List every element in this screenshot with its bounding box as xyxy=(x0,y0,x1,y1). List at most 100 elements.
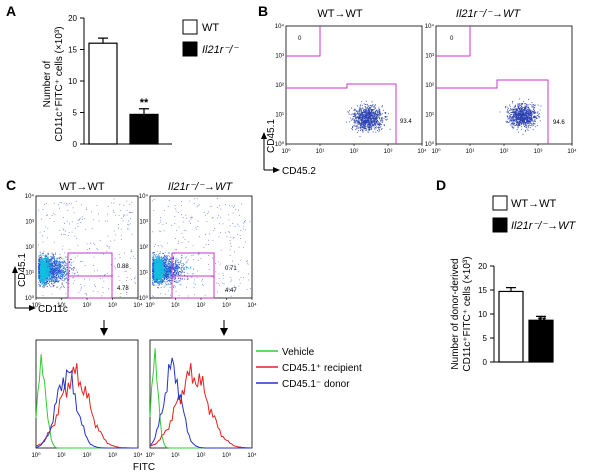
log-ytick: 10⁰ xyxy=(275,141,285,148)
log-xtick: 10⁰ xyxy=(145,302,155,309)
a-ytick-15: 15 xyxy=(68,46,77,55)
log-xtick: 10² xyxy=(83,303,92,309)
d-legend-ko: Il21r⁻/⁻→WT xyxy=(511,220,576,232)
a-ytick-0: 0 xyxy=(73,140,78,149)
log-xtick: 10³ xyxy=(384,149,393,155)
c-ylabel: CD45.1 xyxy=(17,253,28,287)
c-title-1: WT→WT xyxy=(59,181,104,193)
log-xtick: 10² xyxy=(500,149,509,155)
c-xlabel: CD11c xyxy=(38,304,68,315)
log-xtick: 10² xyxy=(197,303,206,309)
a-legend-ko-swatch xyxy=(182,41,198,57)
c-title-2: Il21r⁻/⁻→WT xyxy=(168,181,233,193)
d-errorbar-1 xyxy=(536,315,546,321)
log-ytick: 10³ xyxy=(425,54,434,60)
c-histogram-1: 10⁰ 10¹ 10² 10³ 10⁴ xyxy=(31,339,143,459)
log-xtick: 10⁴ xyxy=(247,302,257,309)
log-ytick: 10³ xyxy=(25,220,34,226)
legend-recipient: CD45.1⁺ recipient xyxy=(282,363,362,374)
a-errorbar-0 xyxy=(98,37,108,44)
b-gate-lower-1: 93.4 xyxy=(400,119,412,125)
log-ytick: 10¹ xyxy=(275,113,284,119)
d-ytick-20: 20 xyxy=(478,262,487,271)
log-xtick: 10⁰ xyxy=(431,148,441,155)
panel-b-label: B xyxy=(258,3,268,19)
hist-xtick: 10³ xyxy=(222,453,231,459)
a-legend-wt: WT xyxy=(202,22,219,34)
a-legend-wt-swatch xyxy=(182,19,198,35)
log-xtick: 10⁰ xyxy=(281,148,291,155)
log-ytick: 10² xyxy=(139,245,148,251)
b-title-1: WT→WT xyxy=(317,8,362,20)
b-title-2: Il21r⁻/⁻→WT xyxy=(456,8,521,20)
d-legend-wt: WT→WT xyxy=(511,198,556,210)
log-ytick: 10¹ xyxy=(25,271,34,277)
b-axis-ticks: 10⁰10⁰10¹10¹10²10²10³10³10⁴10⁴10⁰10⁰10¹1… xyxy=(275,23,577,155)
log-ytick: 10² xyxy=(25,245,34,251)
d-bar-0 xyxy=(498,290,524,363)
c-gate-arrows xyxy=(100,320,228,336)
log-xtick: 10⁴ xyxy=(567,148,577,155)
d-ytick-10: 10 xyxy=(478,310,487,319)
log-xtick: 10⁴ xyxy=(417,148,427,155)
log-xtick: 10¹ xyxy=(316,149,325,155)
hist-xtick: 10⁰ xyxy=(145,452,155,459)
c-plot-2: 0.71 4.47 xyxy=(149,195,253,299)
hist-xtick: 10¹ xyxy=(171,453,180,459)
hist-xtick: 10⁰ xyxy=(31,452,41,459)
a-legend-ko: Il21r⁻/⁻ xyxy=(202,44,239,56)
log-ytick: 10³ xyxy=(139,220,148,226)
a-ytick-20: 20 xyxy=(68,14,77,23)
hist-xtick: 10⁴ xyxy=(133,452,143,459)
legend-vehicle: Vehicle xyxy=(282,347,315,358)
a-significance: ** xyxy=(140,97,149,109)
c-histogram-2: 10⁰ 10¹ 10² 10³ 10⁴ xyxy=(145,339,257,459)
d-legend-ko-swatch xyxy=(492,217,508,233)
log-ytick: 10¹ xyxy=(425,113,434,119)
panel-a-label: A xyxy=(6,3,16,19)
d-significance: ** xyxy=(538,315,547,327)
log-xtick: 10¹ xyxy=(171,303,180,309)
c-hist-xlabel: FITC xyxy=(133,462,155,473)
log-ytick: 10² xyxy=(425,83,434,89)
log-xtick: 10⁰ xyxy=(31,302,41,309)
c-gate-lower-1: 4.78 xyxy=(117,286,129,292)
a-ytick-10: 10 xyxy=(68,77,77,86)
d-ylabel-line1: Number of donor-derived xyxy=(450,258,461,369)
c-gate-lower-2-box xyxy=(171,275,215,299)
log-ytick: 10⁴ xyxy=(139,193,149,200)
a-bar-1 xyxy=(129,113,159,145)
hist-xtick: 10⁴ xyxy=(247,452,257,459)
c-gate-upper-1: 0.88 xyxy=(117,264,129,270)
c-gate-lower-1-box xyxy=(67,275,113,299)
a-errorbar-1 xyxy=(139,108,149,115)
log-ytick: 10⁴ xyxy=(275,23,285,30)
c-plot-1: 0.88 4.78 xyxy=(35,195,139,299)
c-axis-ticks: 10⁰10⁰10¹10¹10²10²10³10³10⁴10⁴10⁰10⁰10¹1… xyxy=(25,193,257,309)
log-xtick: 10³ xyxy=(222,303,231,309)
log-ytick: 10⁰ xyxy=(139,295,149,302)
b-gate-lower-2: 94.6 xyxy=(553,120,565,126)
log-xtick: 10³ xyxy=(108,303,117,309)
log-xtick: 10¹ xyxy=(466,149,475,155)
log-ytick: 10³ xyxy=(275,54,284,60)
panel-d-label: D xyxy=(436,177,446,193)
c-gate-lower-2: 4.47 xyxy=(225,288,237,294)
b-gate-upper-1: 0 xyxy=(298,36,302,42)
a-ylabel-line1: Number of xyxy=(42,60,53,107)
log-xtick: 10³ xyxy=(534,149,543,155)
panel-c-label: C xyxy=(6,177,16,193)
hist-xtick: 10² xyxy=(197,453,206,459)
log-ytick: 10⁴ xyxy=(425,23,435,30)
log-ytick: 10⁰ xyxy=(425,141,435,148)
d-legend-wt-swatch xyxy=(492,195,508,211)
c-axis-arrows xyxy=(12,266,36,311)
log-ytick: 10¹ xyxy=(139,271,148,277)
hist-xtick: 10¹ xyxy=(57,453,66,459)
panel-a-chart: 20 15 10 5 0 Number of CD11c⁺FITC⁺ cells… xyxy=(42,14,239,149)
d-ylabel-line2: CD11c⁺FITC⁺ cells (×10³) xyxy=(462,256,473,371)
hist-xtick: 10² xyxy=(83,453,92,459)
b-plot-2: 0 94.6 xyxy=(435,25,573,145)
b-axis-arrows xyxy=(261,132,280,173)
